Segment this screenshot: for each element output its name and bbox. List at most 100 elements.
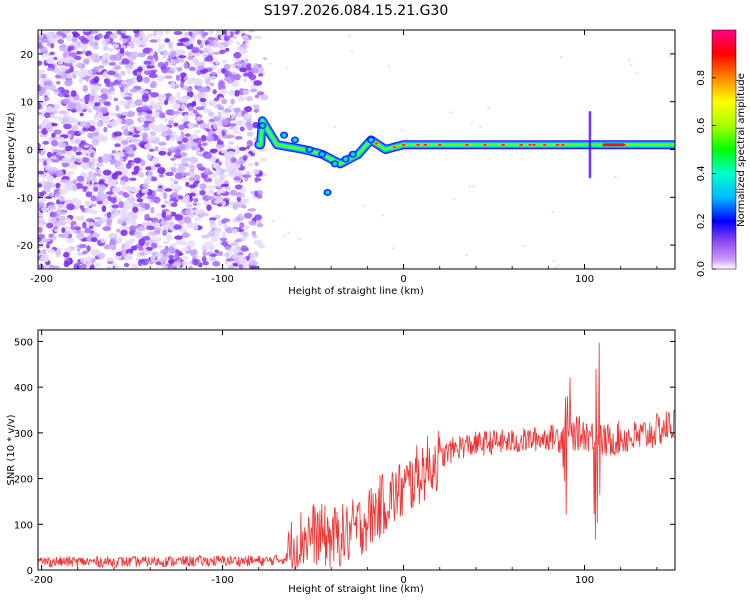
y-tick-label: 10 (20, 98, 33, 109)
heatmap-cell (179, 152, 188, 158)
heatmap-cell (191, 249, 198, 256)
heatmap-cell (129, 127, 134, 133)
heatmap-cell (46, 222, 54, 229)
spectrogram-y-label: Frequency (Hz) (6, 112, 17, 188)
heatmap-cell (46, 125, 54, 133)
heatmap-cell (94, 262, 102, 268)
heatmap-cell (79, 112, 84, 117)
heatmap-cell (115, 157, 124, 162)
heatmap-cell (168, 255, 175, 260)
heatmap-cell (165, 109, 172, 116)
heatmap-cell (144, 258, 149, 263)
heatmap-cell (64, 79, 73, 87)
heatmap-cell (150, 116, 155, 123)
heatmap-cell (552, 259, 556, 262)
heatmap-cell (164, 99, 169, 106)
heatmap-cell (479, 125, 483, 128)
heatmap-cell (127, 78, 134, 86)
heatmap-cell (139, 201, 145, 208)
heatmap-cell (196, 39, 202, 45)
snr-panel: -200 -100 0 100 0 100 200 300 400 500 Height of s… (6, 329, 676, 595)
heatmap-cell (245, 105, 253, 113)
heatmap-cell (106, 266, 111, 269)
heatmap-cell (70, 138, 76, 145)
heatmap-cell (246, 131, 254, 137)
heatmap-cell (253, 261, 258, 266)
heatmap-cell (239, 258, 247, 262)
heatmap-cell (134, 33, 139, 38)
heatmap-cell (154, 236, 162, 243)
heatmap-cell (164, 38, 171, 43)
heatmap-cell (202, 90, 208, 98)
heatmap-cell (157, 43, 165, 50)
heatmap-cell (111, 150, 116, 154)
heatmap-cell (234, 184, 243, 190)
heatmap-cell (188, 112, 195, 117)
heatmap-cell (93, 75, 100, 84)
x-tick-label: 100 (575, 274, 594, 285)
heatmap-cell (55, 136, 65, 141)
heatmap-cell (103, 126, 108, 133)
heatmap-cell (172, 110, 182, 115)
heatmap-cell (245, 255, 250, 261)
heatmap-cell (228, 141, 234, 145)
heatmap-cell (86, 260, 93, 267)
heatmap-cell (172, 103, 181, 110)
heatmap-cell (38, 102, 42, 110)
heatmap-cell (40, 207, 49, 212)
heatmap-cell (208, 75, 217, 80)
heatmap-cell (98, 65, 105, 69)
heatmap-cell (246, 64, 251, 71)
heatmap-cell (192, 134, 198, 140)
heatmap-cell (212, 260, 221, 267)
heatmap-cell (76, 175, 85, 182)
heatmap-cell (109, 233, 116, 238)
heatmap-cell (199, 43, 204, 49)
heatmap-cell (89, 74, 95, 78)
y-tick-label: 300 (14, 429, 33, 440)
heatmap-cell (61, 30, 71, 35)
heatmap-cell (129, 43, 135, 49)
heatmap-cell (189, 37, 196, 44)
heatmap-cell (229, 189, 237, 197)
heatmap-cell (66, 170, 75, 175)
heatmap-cell (85, 75, 90, 82)
heatmap-cell (63, 260, 70, 268)
heatmap-cell (259, 157, 268, 162)
heatmap-cell (93, 186, 99, 192)
heatmap-cell (116, 228, 121, 233)
heatmap-cell (97, 252, 106, 260)
heatmap-cell (45, 32, 53, 39)
heatmap-cell (120, 30, 127, 34)
heatmap-cell (148, 122, 157, 129)
heatmap-cell (159, 112, 166, 119)
heatmap-cell (240, 30, 246, 34)
heatmap-cell (68, 102, 76, 110)
heatmap-cell (78, 77, 84, 84)
heatmap-cell (93, 66, 100, 72)
heatmap-cell (182, 162, 189, 167)
heatmap-cell (55, 182, 61, 189)
heatmap-cell (141, 95, 149, 103)
heatmap-cell (101, 54, 110, 60)
heatmap-cell (209, 82, 215, 87)
heatmap-cell (208, 188, 215, 195)
heatmap-cell (160, 219, 167, 226)
heatmap-cell (343, 157, 348, 162)
heatmap-cell (206, 204, 212, 211)
heatmap-cell (121, 34, 129, 39)
heatmap-cell (252, 104, 260, 109)
x-tick-label: -200 (30, 274, 53, 285)
heatmap-cell (179, 81, 185, 89)
heatmap-cell (127, 153, 135, 158)
heatmap-cell (71, 36, 79, 43)
heatmap-cell (82, 221, 87, 229)
heatmap-cell (114, 64, 121, 70)
heatmap-cell (416, 143, 420, 146)
heatmap-cell (226, 77, 235, 84)
heatmap-cell (56, 80, 61, 85)
heatmap-cell (224, 252, 231, 258)
snr-x-label: Height of straight line (km) (288, 584, 424, 595)
heatmap-cell (163, 117, 169, 122)
heatmap-cell (143, 248, 148, 256)
